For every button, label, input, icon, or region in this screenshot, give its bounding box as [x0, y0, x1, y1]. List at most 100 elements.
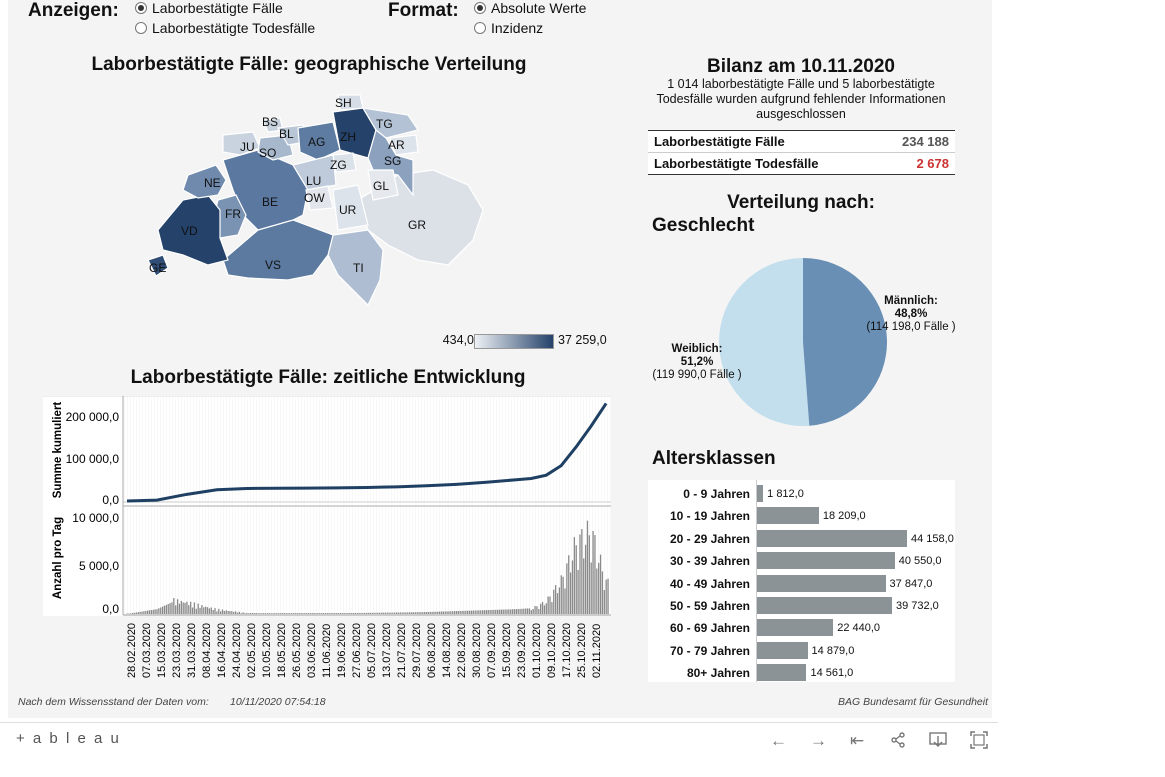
daily-bar[interactable] — [150, 610, 153, 614]
daily-bar[interactable] — [442, 611, 444, 614]
daily-bar[interactable] — [429, 611, 431, 614]
daily-bar[interactable] — [502, 609, 504, 614]
age-bar[interactable] — [757, 485, 764, 502]
daily-bar[interactable] — [326, 613, 328, 614]
daily-bar[interactable] — [410, 612, 413, 614]
daily-bar[interactable] — [601, 571, 604, 614]
daily-bar[interactable] — [169, 603, 171, 614]
daily-bar[interactable] — [440, 611, 443, 614]
daily-bar[interactable] — [236, 612, 239, 614]
revert-icon[interactable]: ⇤ — [850, 731, 865, 750]
daily-bar[interactable] — [506, 609, 508, 614]
daily-bar[interactable] — [186, 601, 188, 614]
daily-bar[interactable] — [352, 613, 355, 614]
daily-bar[interactable] — [498, 609, 501, 614]
daily-bar[interactable] — [191, 607, 194, 614]
daily-bar[interactable] — [525, 608, 527, 614]
daily-bar[interactable] — [590, 562, 592, 614]
daily-bar[interactable] — [423, 612, 426, 614]
radio-todesfaelle[interactable]: Laborbestätigte Todesfälle — [135, 18, 315, 38]
daily-bar[interactable] — [291, 613, 293, 614]
daily-bar[interactable] — [302, 613, 304, 614]
daily-bar[interactable] — [313, 613, 315, 614]
daily-bar[interactable] — [599, 554, 602, 614]
daily-bar[interactable] — [474, 610, 476, 614]
daily-bar[interactable] — [513, 609, 516, 614]
canton-ur[interactable] — [332, 184, 369, 231]
daily-bar[interactable] — [397, 612, 400, 614]
daily-bar[interactable] — [422, 612, 424, 614]
daily-bar[interactable] — [289, 613, 291, 614]
daily-bar[interactable] — [468, 610, 471, 614]
daily-bar[interactable] — [607, 578, 609, 614]
fullscreen-icon[interactable] — [970, 731, 988, 749]
daily-bar[interactable] — [231, 611, 233, 614]
daily-bar[interactable] — [264, 613, 267, 614]
daily-bar[interactable] — [227, 610, 229, 614]
daily-bar[interactable] — [403, 612, 405, 614]
daily-bar[interactable] — [315, 613, 317, 614]
daily-bar[interactable] — [386, 612, 388, 614]
daily-bar[interactable] — [135, 612, 138, 614]
daily-bar[interactable] — [500, 609, 503, 614]
daily-bar[interactable] — [221, 609, 224, 614]
daily-bar[interactable] — [223, 611, 226, 614]
canton-sg[interactable] — [367, 128, 414, 197]
radio-dot[interactable] — [474, 22, 486, 34]
daily-bar[interactable] — [577, 570, 579, 614]
daily-bar[interactable] — [242, 612, 244, 614]
switzerland-map[interactable]: BS SH BL ZH TG JU SO AG AR ZG SG NE LU G… — [128, 90, 498, 320]
daily-bar[interactable] — [334, 613, 336, 614]
daily-bar[interactable] — [394, 612, 396, 614]
age-bar-chart[interactable]: 0 - 9 Jahren 1 812,0 10 - 19 Jahren 18 209,… — [648, 480, 955, 682]
daily-bar[interactable] — [296, 613, 299, 614]
daily-bar[interactable] — [345, 613, 347, 614]
daily-bar[interactable] — [276, 613, 278, 614]
daily-bar[interactable] — [182, 602, 184, 614]
daily-bar[interactable] — [425, 612, 428, 614]
daily-bar[interactable] — [541, 601, 544, 614]
daily-bar[interactable] — [300, 613, 302, 614]
daily-bar[interactable] — [379, 612, 381, 614]
daily-bar[interactable] — [545, 603, 547, 614]
daily-bar[interactable] — [175, 605, 177, 614]
daily-bar[interactable] — [489, 609, 491, 614]
daily-bar[interactable] — [568, 555, 570, 614]
daily-bar[interactable] — [519, 608, 521, 614]
daily-bar[interactable] — [534, 606, 536, 614]
daily-bar[interactable] — [588, 535, 590, 614]
daily-bar[interactable] — [605, 579, 607, 614]
daily-bar[interactable] — [364, 612, 366, 614]
daily-bar[interactable] — [452, 611, 454, 614]
age-bar[interactable] — [757, 619, 834, 637]
daily-bar[interactable] — [229, 611, 231, 614]
daily-bar[interactable] — [206, 607, 209, 614]
daily-bar[interactable] — [178, 603, 181, 614]
daily-bar[interactable] — [530, 610, 532, 614]
daily-bar[interactable] — [130, 613, 132, 614]
daily-bar[interactable] — [554, 585, 557, 614]
daily-bar[interactable] — [208, 608, 211, 614]
daily-bar[interactable] — [322, 613, 325, 614]
daily-bar[interactable] — [517, 609, 519, 614]
daily-bar[interactable] — [433, 611, 435, 614]
daily-bar[interactable] — [487, 610, 489, 614]
daily-bar[interactable] — [132, 613, 134, 614]
daily-bar[interactable] — [180, 600, 182, 614]
daily-bar[interactable] — [193, 602, 196, 614]
daily-bar[interactable] — [165, 604, 168, 614]
age-bar[interactable] — [757, 529, 907, 547]
daily-bar[interactable] — [195, 608, 197, 614]
daily-bar[interactable] — [257, 613, 259, 614]
daily-bar[interactable] — [480, 610, 482, 614]
daily-bar[interactable] — [163, 605, 166, 614]
daily-bar[interactable] — [307, 613, 310, 614]
daily-bar[interactable] — [330, 613, 332, 614]
daily-bar[interactable] — [551, 602, 553, 614]
daily-bar[interactable] — [384, 612, 386, 614]
daily-bar[interactable] — [328, 613, 330, 614]
daily-bar[interactable] — [416, 612, 418, 614]
daily-bar[interactable] — [375, 612, 377, 614]
daily-bar[interactable] — [523, 608, 525, 614]
daily-bar[interactable] — [491, 609, 493, 614]
